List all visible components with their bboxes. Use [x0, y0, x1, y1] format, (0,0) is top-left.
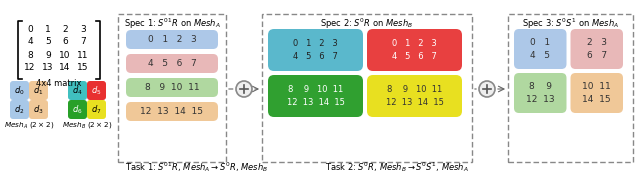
Text: $Mesh_B\ (2\times2)$: $Mesh_B\ (2\times2)$	[62, 120, 112, 130]
Text: 0   1   2   3: 0 1 2 3	[148, 35, 196, 44]
Bar	[118, 14, 226, 162]
Text: 8: 8	[27, 50, 33, 60]
FancyBboxPatch shape	[570, 29, 623, 69]
Text: $d_5$: $d_5$	[92, 84, 102, 97]
Text: 6: 6	[62, 38, 68, 46]
Circle shape	[479, 81, 495, 97]
Text: 3: 3	[80, 25, 86, 34]
Text: 0   1
4   5: 0 1 4 5	[530, 38, 550, 60]
Text: 2: 2	[62, 25, 68, 34]
FancyBboxPatch shape	[68, 81, 87, 100]
Circle shape	[236, 81, 252, 97]
Text: 1: 1	[45, 25, 51, 34]
Text: 15: 15	[77, 62, 89, 72]
FancyBboxPatch shape	[68, 100, 87, 119]
FancyBboxPatch shape	[87, 81, 106, 100]
FancyBboxPatch shape	[367, 75, 462, 117]
Text: 4   5   6   7: 4 5 6 7	[148, 59, 196, 68]
FancyBboxPatch shape	[29, 100, 48, 119]
Text: Spec 2: $S^{0}R$ on $Mesh_B$: Spec 2: $S^{0}R$ on $Mesh_B$	[321, 17, 413, 31]
FancyBboxPatch shape	[10, 100, 29, 119]
FancyBboxPatch shape	[126, 30, 218, 49]
Bar	[508, 14, 633, 162]
FancyBboxPatch shape	[268, 29, 363, 71]
Text: Spec 1: $S^{01}R$ on $Mesh_A$: Spec 1: $S^{01}R$ on $Mesh_A$	[124, 17, 220, 31]
Text: Task 2: $S^{0}R$, $Mesh_B \rightarrow S^{0}S^{1}$, $Mesh_A$: Task 2: $S^{0}R$, $Mesh_B \rightarrow S^…	[325, 160, 469, 174]
Text: $d_6$: $d_6$	[72, 103, 83, 116]
Text: 10  11
14  15: 10 11 14 15	[582, 82, 611, 104]
Text: 8    9   10  11
12  13  14  15: 8 9 10 11 12 13 14 15	[385, 85, 444, 108]
Text: 9: 9	[45, 50, 51, 60]
Text: 12  13  14  15: 12 13 14 15	[141, 107, 204, 116]
Text: 14: 14	[60, 62, 70, 72]
Text: Spec 3: $S^{0}S^{1}$ on $Mesh_A$: Spec 3: $S^{0}S^{1}$ on $Mesh_A$	[522, 17, 619, 31]
FancyBboxPatch shape	[514, 29, 566, 69]
Text: $d_4$: $d_4$	[72, 84, 83, 97]
Text: $d_1$: $d_1$	[33, 84, 44, 97]
Text: 0   1   2   3
4   5   6   7: 0 1 2 3 4 5 6 7	[392, 39, 437, 61]
Text: $d_0$: $d_0$	[14, 84, 25, 97]
FancyBboxPatch shape	[268, 75, 363, 117]
FancyBboxPatch shape	[29, 81, 48, 100]
Text: 0   1   2   3
4   5   6   7: 0 1 2 3 4 5 6 7	[293, 39, 338, 61]
Text: $d_2$: $d_2$	[14, 103, 25, 116]
Text: 7: 7	[80, 38, 86, 46]
FancyBboxPatch shape	[126, 78, 218, 97]
Text: 5: 5	[45, 38, 51, 46]
Text: 12: 12	[24, 62, 36, 72]
FancyBboxPatch shape	[87, 100, 106, 119]
FancyBboxPatch shape	[514, 73, 566, 113]
FancyBboxPatch shape	[10, 81, 29, 100]
Text: 4: 4	[27, 38, 33, 46]
Text: Task 1: $S^{01}R$, $Mesh_A \rightarrow S^{0}R$, $Mesh_B$: Task 1: $S^{01}R$, $Mesh_A \rightarrow S…	[125, 160, 269, 174]
Text: 0: 0	[27, 25, 33, 34]
Text: 8   9  10  11: 8 9 10 11	[145, 83, 199, 92]
FancyBboxPatch shape	[126, 54, 218, 73]
Text: $d_3$: $d_3$	[33, 103, 44, 116]
Text: 11: 11	[77, 50, 89, 60]
Text: 2   3
6   7: 2 3 6 7	[587, 38, 607, 60]
Text: $d_7$: $d_7$	[92, 103, 102, 116]
Bar	[262, 14, 472, 162]
FancyBboxPatch shape	[570, 73, 623, 113]
FancyBboxPatch shape	[367, 29, 462, 71]
FancyBboxPatch shape	[126, 102, 218, 121]
Text: 8    9
12  13: 8 9 12 13	[526, 82, 555, 104]
Text: 13: 13	[42, 62, 54, 72]
Text: 4x4 matrix: 4x4 matrix	[36, 80, 82, 89]
Text: 10: 10	[60, 50, 71, 60]
Text: 8    9   10  11
12  13  14  15: 8 9 10 11 12 13 14 15	[287, 85, 344, 108]
Text: $Mesh_A\ (2\times2)$: $Mesh_A\ (2\times2)$	[4, 120, 54, 130]
